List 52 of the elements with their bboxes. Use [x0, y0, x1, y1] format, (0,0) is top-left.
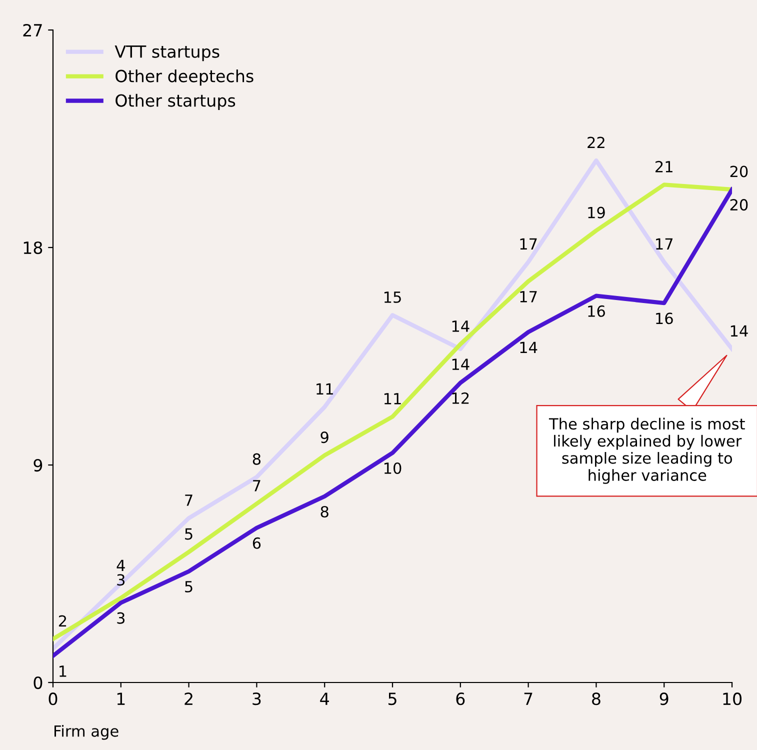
data-label: 8	[252, 453, 261, 465]
data-label: 6	[252, 537, 261, 549]
data-label: 20	[730, 166, 748, 178]
data-label: 11	[316, 383, 333, 395]
data-label: 4	[116, 560, 125, 571]
data-label: 1	[60, 666, 66, 677]
x-tick-label: 7	[524, 692, 532, 705]
x-tick-label: 9	[660, 692, 668, 706]
data-label: 5	[185, 581, 192, 592]
x-tick-label: 1	[117, 692, 125, 705]
data-label: 17	[656, 238, 673, 250]
data-label: 10	[384, 462, 402, 474]
y-tick-label: 27	[23, 24, 42, 36]
data-label: 16	[656, 312, 673, 324]
data-label: 7	[253, 480, 260, 492]
data-label: 22	[588, 136, 604, 148]
data-label: 14	[730, 325, 748, 337]
data-label: 3	[117, 612, 125, 624]
legend-label: Other deeptechs	[116, 69, 254, 86]
data-label: 17	[520, 238, 537, 250]
data-label: 19	[588, 206, 605, 218]
data-label: 20	[730, 199, 748, 211]
data-label: 14	[520, 342, 538, 353]
data-label: 7	[185, 494, 192, 506]
data-label: 3	[117, 574, 125, 586]
annotation: The sharp decline is most likely explained by lower sample size leading to higher variance	[548, 418, 745, 484]
x-tick-label: 3	[252, 692, 261, 706]
y-tick-label: 9	[34, 458, 42, 472]
data-label: 21	[656, 160, 672, 172]
x-axis-title: Firm age	[54, 725, 118, 740]
y-tick-label: 18	[24, 241, 42, 254]
data-label: 11	[384, 393, 401, 404]
data-label: 15	[384, 292, 401, 303]
data-label: 9	[320, 432, 328, 444]
data-label: 14	[452, 320, 470, 332]
legend-label: Other startups	[116, 94, 236, 110]
data-label: 5	[185, 528, 192, 540]
legend-label: VTT startups	[114, 46, 220, 62]
data-label: 12	[452, 392, 469, 404]
data-label: 14	[452, 358, 470, 370]
x-tick-label: 8	[592, 692, 600, 706]
x-tick-label: 6	[456, 692, 465, 706]
x-tick-label: 4	[320, 692, 329, 705]
x-tick-label: 0	[48, 692, 58, 706]
data-label: 8	[320, 506, 328, 518]
data-label: 2	[58, 615, 66, 627]
data-label: 16	[588, 305, 605, 317]
x-tick-label: 2	[184, 692, 192, 705]
y-tick-label: 0	[34, 676, 42, 690]
x-tick-label: 10	[723, 692, 742, 706]
x-tick-label: 5	[388, 692, 396, 706]
data-label: 17	[520, 291, 537, 302]
